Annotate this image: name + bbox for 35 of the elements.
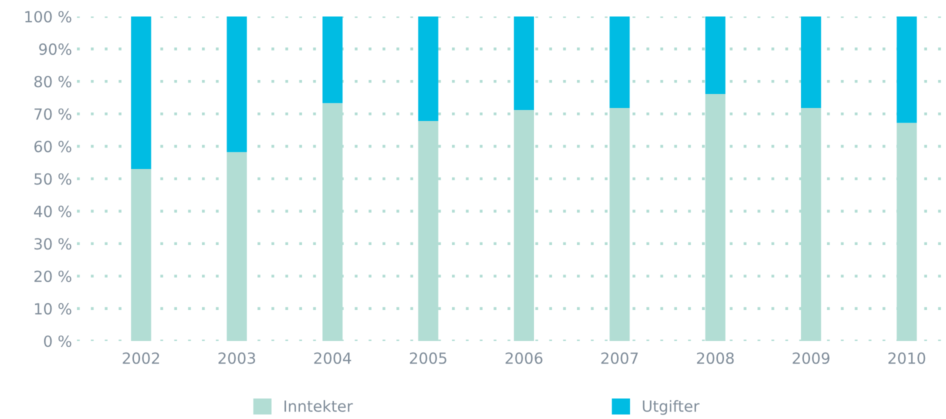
bar [131,169,152,341]
y-tick-label: 10 % [35,303,72,315]
bar [131,16,152,170]
y-tick-label: 0 % [44,335,72,348]
x-tick-label: 2010 [888,352,926,364]
legend-label: Utgifter [642,400,700,415]
x-tick-label: 2004 [314,352,352,364]
bar [801,16,822,108]
bar [896,122,917,341]
x-tick-label: 2009 [792,352,830,364]
y-tick-label: 50 % [34,173,72,185]
y-tick-label: 80 % [34,76,72,88]
bar [705,16,726,94]
y-tick-label: 30 % [34,238,72,250]
y-tick-label: 40 % [34,206,72,218]
x-tick-label: 2003 [218,352,256,364]
bar [418,16,438,121]
y-tick-label: 20 % [34,270,72,282]
y-tick-label: 90% [39,43,72,55]
legend-label: Inntekter [284,400,353,412]
x-tick-label: 2008 [697,352,734,364]
x-tick-label: 2002 [122,352,160,364]
bar [322,16,343,104]
x-tick-label: 2005 [410,352,446,364]
bar [514,16,534,110]
y-tick-label: 100 % [25,10,72,23]
bar [610,16,630,108]
y-tick-label: 60 % [34,140,72,152]
bar [610,108,630,341]
x-tick-label: 2007 [601,352,638,364]
x-tick-label: 2006 [506,352,542,364]
bar [226,16,247,152]
y-tick-label: 70 % [34,108,72,120]
bar [896,16,917,123]
bar [226,152,247,341]
